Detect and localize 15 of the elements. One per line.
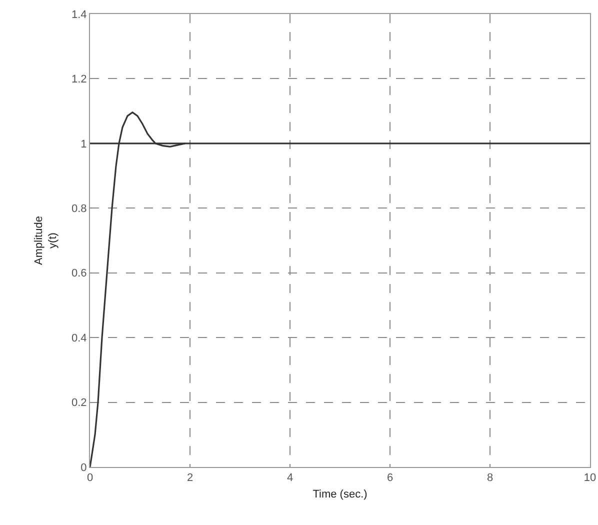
y-tick-label: 1 — [80, 138, 87, 150]
y-axis-title: Amplitude y(t) — [32, 216, 60, 265]
x-tick-label: 8 — [486, 472, 494, 484]
x-axis-title: Time (sec.) — [312, 488, 368, 500]
y-tick-label: 1.2 — [72, 74, 87, 86]
y-tick-label: 0.8 — [72, 202, 87, 215]
y-tick-label: 0.6 — [72, 268, 87, 280]
y-tick-label: 0.2 — [72, 397, 87, 410]
y-tick-label: 0.4 — [72, 332, 87, 344]
x-tick-label: 2 — [186, 472, 194, 484]
y-tick-label: 0 — [80, 462, 87, 474]
x-tick-label: 10 — [584, 472, 596, 484]
y-tick-label: 1.4 — [72, 8, 87, 21]
x-tick-label: 4 — [286, 472, 294, 484]
x-tick-label: 6 — [386, 472, 394, 484]
